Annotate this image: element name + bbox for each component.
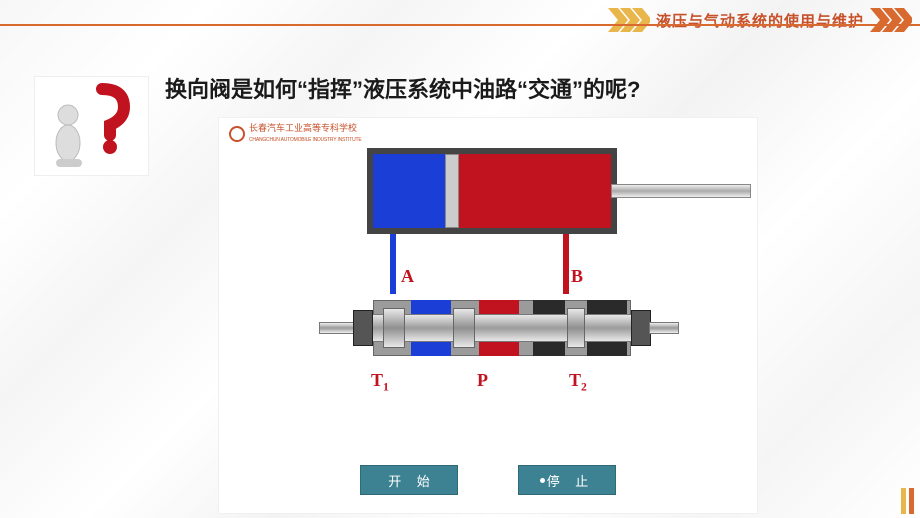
valve-stem-right [649, 322, 679, 334]
logo-text: 长春汽车工业高等专科学校 CHANGCHUN AUTOMOBILE INDUST… [249, 124, 362, 144]
chevron-left-icon [608, 8, 650, 32]
cylinder-red-chamber [459, 154, 611, 228]
logo-line2: CHANGCHUN AUTOMOBILE INDUSTRY INSTITUTE [249, 137, 362, 143]
spool-land-2 [453, 308, 475, 348]
label-a: A [401, 266, 414, 287]
hydraulic-cylinder [367, 148, 617, 234]
header-underline [0, 24, 920, 26]
cylinder-rod [611, 184, 751, 198]
valve-spool-core [373, 314, 631, 342]
accent-bar-2 [909, 488, 914, 514]
label-t2-sub: 2 [581, 381, 587, 394]
slide-question-heading: 换向阀是如何“指挥”液压系统中油路“交通”的呢? [165, 72, 865, 104]
diagram-panel: 长春汽车工业高等专科学校 CHANGCHUN AUTOMOBILE INDUST… [219, 118, 757, 513]
start-button[interactable]: 开 始 [360, 465, 458, 495]
stop-button[interactable]: 停 止 [518, 465, 616, 495]
hose-b [563, 234, 569, 294]
valve-endcap-right [631, 310, 651, 346]
label-t2: T2 [569, 370, 587, 394]
panel-logo: 长春汽车工业高等专科学校 CHANGCHUN AUTOMOBILE INDUST… [229, 124, 362, 144]
thinker-question-icon [42, 81, 142, 171]
label-t1-sub: 1 [383, 381, 389, 394]
cylinder-piston [445, 154, 459, 228]
spool-land-1 [383, 308, 405, 348]
valve-endcap-left [353, 310, 373, 346]
chevron-right-icon [870, 8, 912, 32]
logo-ring-icon [229, 126, 245, 142]
directional-valve [319, 290, 679, 366]
button-row: 开 始 停 止 [219, 465, 757, 495]
label-t1: T1 [371, 370, 389, 394]
spool-land-3 [567, 308, 585, 348]
label-b: B [571, 266, 583, 287]
accent-bars [901, 488, 914, 514]
chevrons-left [608, 8, 650, 32]
header-title: 液压与气动系统的使用与维护 [650, 10, 870, 31]
question-mark-figure [34, 76, 149, 176]
logo-line1: 长春汽车工业高等专科学校 [249, 123, 357, 133]
label-p: P [477, 370, 488, 391]
hose-a [390, 234, 396, 294]
accent-bar-1 [901, 488, 906, 514]
cylinder-blue-chamber [373, 154, 445, 228]
chevrons-right [870, 8, 912, 32]
valve-stem-left [319, 322, 355, 334]
label-t1-t: T [371, 370, 383, 390]
header-bar: 液压与气动系统的使用与维护 [0, 0, 920, 40]
label-t2-t: T [569, 370, 581, 390]
